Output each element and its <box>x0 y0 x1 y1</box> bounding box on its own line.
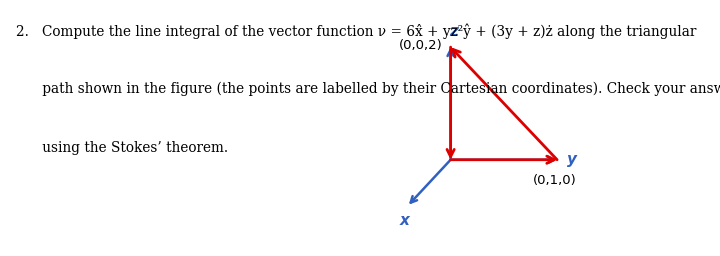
Text: path shown in the figure (the points are labelled by their Cartesian coordinates: path shown in the figure (the points are… <box>16 82 720 96</box>
Text: x: x <box>400 213 410 228</box>
Text: (0,0,2): (0,0,2) <box>399 39 442 51</box>
Text: using the Stokes’ theorem.: using the Stokes’ theorem. <box>16 141 228 155</box>
Text: 2.   Compute the line integral of the vector function ν = 6x̂ + yz²ŷ + (3y + z)ż: 2. Compute the line integral of the vect… <box>16 23 696 39</box>
Text: (0,1,0): (0,1,0) <box>534 174 577 187</box>
Text: z: z <box>449 24 458 39</box>
Text: y: y <box>567 152 577 167</box>
